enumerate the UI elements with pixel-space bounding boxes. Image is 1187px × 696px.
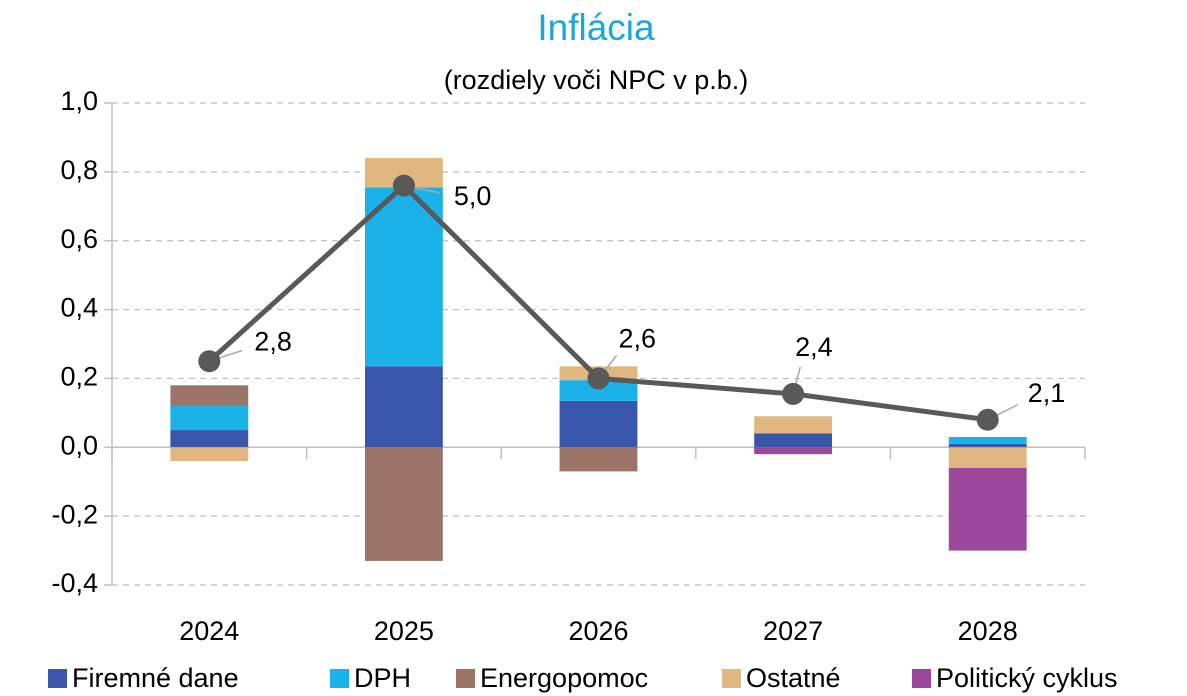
y-tick-label: 0,6 (60, 224, 98, 254)
chart-subtitle: (rozdiely voči NPC v p.b.) (444, 65, 749, 95)
x-tick-label: 2027 (763, 616, 823, 646)
y-tick-label: -0,4 (51, 568, 98, 598)
point-label: 2,8 (254, 326, 292, 356)
legend-label: Politický cyklus (936, 663, 1118, 693)
point-label: 2,6 (619, 324, 657, 354)
x-tick-label: 2024 (179, 616, 239, 646)
bar-segment (364, 447, 443, 561)
bar-segment (170, 385, 249, 406)
chart-title: Inflácia (537, 7, 655, 48)
legend-label: Energopomoc (480, 663, 648, 693)
legend-label: DPH (354, 663, 411, 693)
bar-segment (364, 187, 443, 367)
bar-segment (948, 443, 1027, 448)
bar-segment (559, 447, 638, 472)
line-point (392, 174, 415, 197)
legend-swatch (330, 669, 349, 688)
bar-segment (948, 447, 1027, 468)
bar-segment (559, 400, 638, 448)
line-point (976, 408, 999, 431)
legend-swatch (456, 669, 475, 688)
legend-swatch (912, 669, 931, 688)
bar-segment (559, 380, 638, 401)
point-label: 5,0 (454, 181, 492, 211)
y-tick-label: 0,8 (60, 155, 98, 185)
legend-swatch (722, 669, 741, 688)
bar-segment (948, 436, 1027, 444)
bar-segment (754, 433, 833, 448)
x-tick-label: 2025 (374, 616, 434, 646)
y-tick-label: 0,0 (60, 430, 98, 460)
bar-segment (170, 405, 249, 431)
line-point (198, 350, 221, 373)
line-point (782, 382, 805, 405)
legend-swatch (48, 669, 67, 688)
bar-segment (170, 447, 249, 462)
bar-segment (170, 430, 249, 448)
bar-segment (948, 467, 1027, 551)
legend-label: Ostatné (746, 663, 841, 693)
y-tick-label: 0,4 (60, 293, 98, 323)
bar-segment (364, 366, 443, 448)
legend-label: Firemné dane (72, 663, 239, 693)
y-tick-label: -0,2 (51, 499, 98, 529)
point-label: 2,4 (795, 332, 833, 362)
y-tick-label: 0,2 (60, 362, 98, 392)
line-point (587, 367, 610, 390)
x-tick-label: 2026 (568, 616, 628, 646)
bar-segment (754, 416, 833, 434)
y-tick-label: 1,0 (60, 86, 98, 116)
point-label: 2,1 (1028, 378, 1066, 408)
bar-segment (754, 447, 833, 455)
x-tick-label: 2028 (958, 616, 1018, 646)
